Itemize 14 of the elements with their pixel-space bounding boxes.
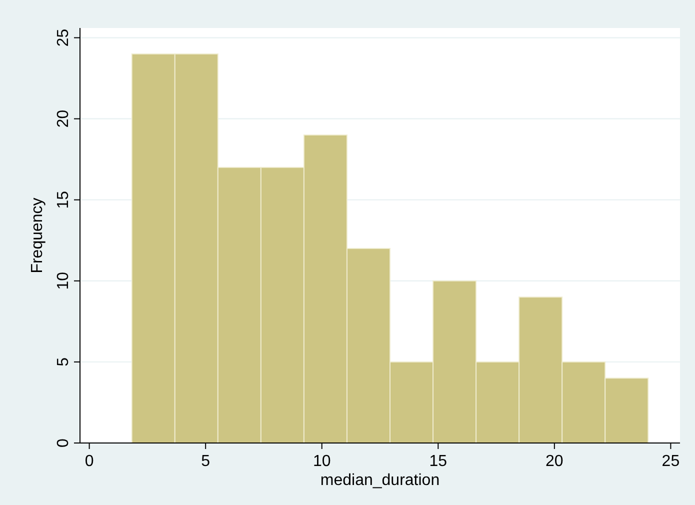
x-tick-label: 25 <box>662 453 680 470</box>
x-tick-label: 15 <box>429 453 448 470</box>
y-tick-label: 10 <box>55 272 72 290</box>
x-tick-label: 5 <box>201 453 210 470</box>
y-axis-title: Frequency <box>29 198 46 274</box>
y-tick-label: 5 <box>55 357 72 366</box>
y-tick-label: 15 <box>55 190 72 209</box>
y-tick-label: 20 <box>55 110 72 128</box>
x-tick-label: 10 <box>312 453 331 470</box>
y-tick-label: 0 <box>55 438 72 448</box>
y-tick-label: 25 <box>55 28 72 47</box>
x-axis-title: median_duration <box>320 472 440 489</box>
x-tick-label: 20 <box>546 453 564 470</box>
x-tick-label: 0 <box>84 453 94 470</box>
